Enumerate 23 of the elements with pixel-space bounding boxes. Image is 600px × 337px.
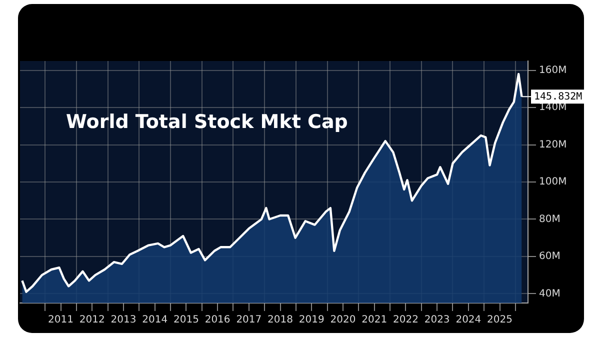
y-tick-label: 160M: [539, 64, 567, 76]
x-tick-label: 2011: [48, 314, 74, 326]
x-tick-label: 2024: [456, 314, 482, 326]
x-tick-label: 2023: [424, 314, 450, 326]
x-tick-label: 2017: [236, 314, 262, 326]
y-tick-label: 120M: [539, 139, 567, 150]
x-tick-label: 2013: [110, 314, 136, 326]
x-tick-label: 2021: [362, 314, 388, 326]
x-tick-label: 2022: [392, 314, 418, 326]
y-tick-label: 100M: [539, 176, 567, 188]
x-tick-label: 2015: [173, 314, 199, 326]
x-tick-label: 2012: [79, 314, 105, 326]
x-tick-label: 2014: [142, 314, 168, 326]
y-tick-label: 80M: [539, 214, 560, 225]
text: World Total Stock Mkt Cap: [66, 110, 348, 133]
x-tick-label: 2019: [298, 314, 324, 326]
y-tick-label: 40M: [539, 288, 560, 300]
x-tick-label: 2025: [487, 314, 513, 326]
x-tick-label: 2016: [204, 314, 230, 326]
annotation: 145.832M: [534, 91, 582, 102]
y-tick-label: 60M: [539, 251, 560, 262]
x-tick-label: 2018: [268, 314, 293, 326]
x-tick-label: 2020: [330, 314, 356, 326]
